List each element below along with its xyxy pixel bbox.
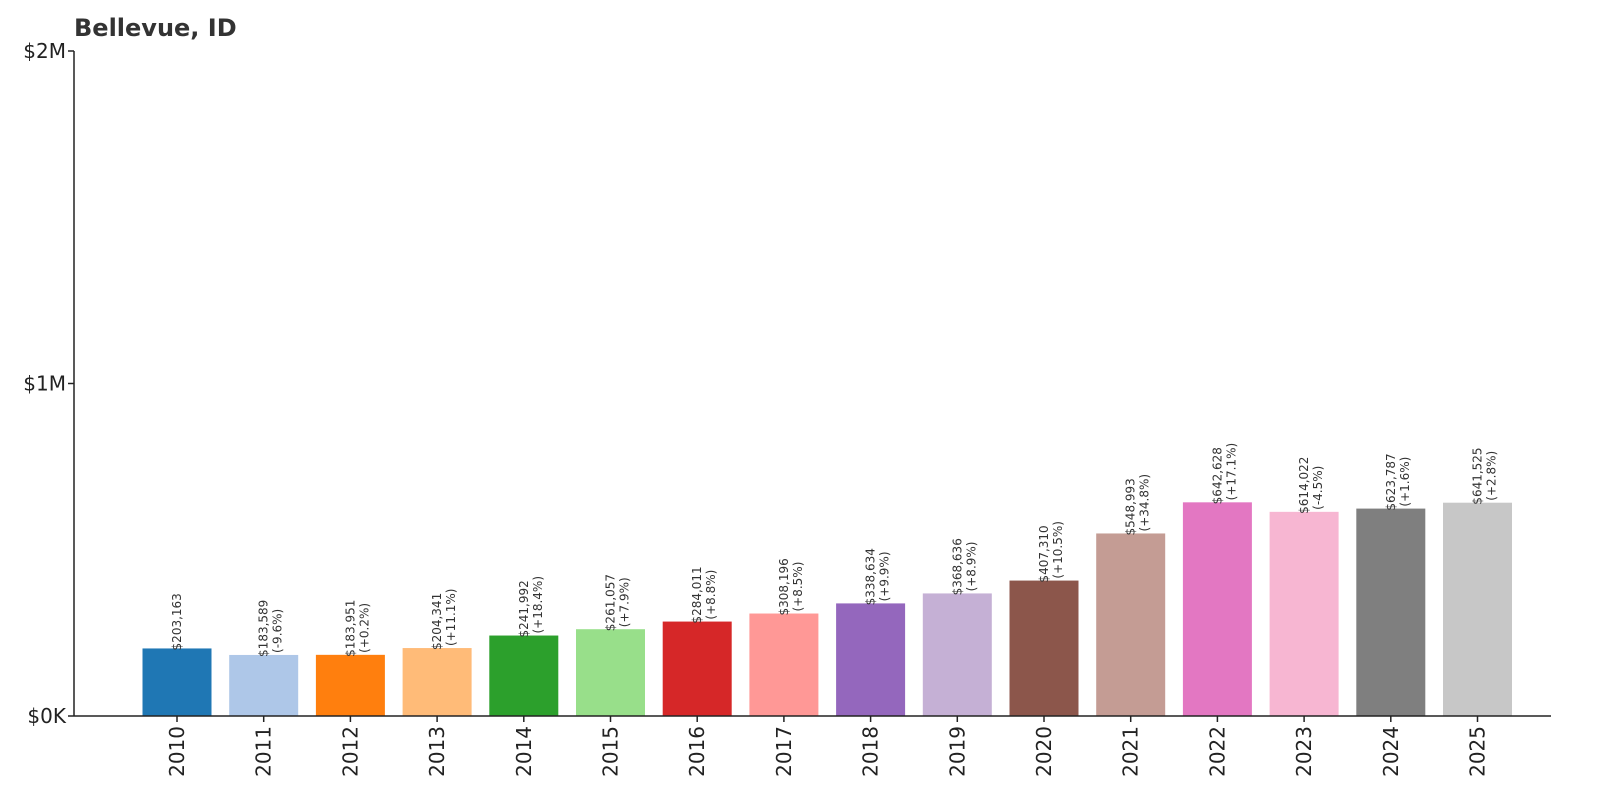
bar-change-label: (+8.9%) [964,542,978,592]
x-tick-label: 2010 [165,726,189,777]
bar-change-label: (+7.9%) [618,577,632,627]
bar-change-label: (+8.5%) [791,562,805,612]
bar-change-label: (+11.1%) [444,589,458,647]
bar-2012 [315,654,385,716]
x-axis-ticks: 2010 2011 2012 2013 2014 2015 2016 2017 2018 2019… [165,716,1490,777]
bar-2018 [836,603,906,716]
bar-2024 [1356,508,1426,716]
bar-2011 [229,654,299,716]
bar-change-label: (+2.8%) [1485,451,1499,501]
bar-change-label: (+18.4%) [531,576,545,634]
bar-value-label: $641,525 [1471,447,1485,504]
bar-2013 [402,648,472,716]
chart-title: Bellevue, ID [74,14,237,42]
bar-2022 [1182,502,1252,716]
x-tick-label: 2021 [1119,726,1143,777]
bar-2017 [749,613,819,716]
bar-change-label: (+9.9%) [878,551,892,601]
bar-2023 [1269,511,1339,716]
bar-2016 [662,621,732,716]
bar-value-label: $241,992 [517,580,531,637]
x-tick-label: 2020 [1032,726,1056,777]
bar-2019 [922,593,992,716]
x-tick-label: 2018 [859,726,883,777]
x-tick-label: 2024 [1379,726,1403,777]
bar-value-label: $308,196 [777,558,791,615]
bar-change-label: (+1.6%) [1398,457,1412,507]
x-tick-label: 2012 [338,726,362,777]
y-tick-label: $1M [23,372,66,396]
bar-2021 [1096,533,1166,716]
bar-value-label: $338,634 [864,548,878,605]
x-tick-label: 2025 [1466,726,1490,777]
bar-change-label: (+8.8%) [704,570,718,620]
bar-labels-layer: $203,163 $183,589 (-9.6%) $183,951 (+0.2%) $2… [170,443,1499,657]
bar-value-label: $284,011 [690,566,704,623]
bar-change-label: (-4.5%) [1311,466,1325,510]
x-tick-label: 2017 [772,726,796,777]
bar-value-label: $183,589 [257,600,271,657]
bar-2010 [142,648,212,716]
bar-value-label: $548,993 [1124,478,1138,535]
bar-value-label: $368,636 [950,538,964,595]
x-tick-label: 2014 [512,726,536,777]
bar-change-label: (+17.1%) [1224,443,1238,501]
x-tick-label: 2023 [1292,726,1316,777]
y-tick-label: $2M [23,39,66,63]
bar-change-label: (-9.6%) [271,609,285,653]
bar-2015 [576,629,645,716]
bar-2020 [1009,580,1079,716]
x-tick-label: 2019 [945,726,969,777]
y-tick-label: $0K [27,704,66,728]
x-tick-label: 2013 [425,726,449,777]
bar-value-label: $623,787 [1384,453,1398,510]
bar-value-label: $203,163 [170,593,184,650]
bar-change-label: (+0.2%) [357,603,371,653]
x-tick-label: 2011 [252,726,276,777]
bar-2025 [1443,502,1512,716]
y-axis-ticks: $0K $1M $2M [23,39,74,728]
bar-value-label: $614,022 [1297,457,1311,514]
bar-value-label: $204,341 [430,593,444,650]
bar-value-label: $407,310 [1037,525,1051,582]
x-tick-label: 2016 [685,726,709,777]
bar-2014 [489,635,559,716]
bar-value-label: $261,057 [604,574,618,631]
bar-change-label: (+34.8%) [1138,474,1152,532]
bar-value-label: $642,628 [1210,447,1224,504]
bar-change-label: (+10.5%) [1051,521,1065,579]
x-tick-label: 2022 [1205,726,1229,777]
bars-layer [142,502,1512,716]
x-tick-label: 2015 [599,726,623,777]
bar-value-label: $183,951 [343,600,357,657]
